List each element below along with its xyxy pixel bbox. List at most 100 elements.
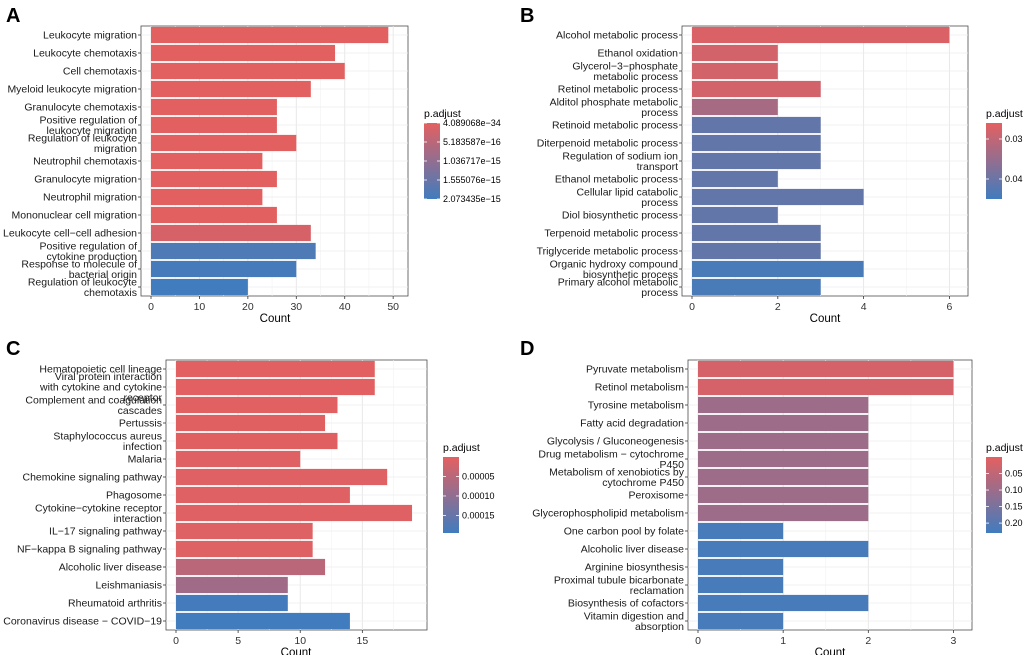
x-axis-title: Count bbox=[260, 313, 291, 325]
category-label: One carbon pool by folate bbox=[564, 526, 684, 538]
category-label: interaction bbox=[114, 513, 163, 525]
x-tick-label: 0 bbox=[173, 635, 179, 647]
x-axis-title: Count bbox=[281, 647, 312, 655]
bar bbox=[151, 152, 263, 170]
bar bbox=[151, 260, 297, 278]
category-label: Arginine biosynthesis bbox=[585, 562, 684, 574]
category-label: metabolic process bbox=[593, 71, 678, 83]
category-label: Regulation of leukocyte bbox=[28, 276, 137, 288]
category-label: with cytokine and cytokine bbox=[39, 382, 162, 394]
x-tick-label: 0 bbox=[689, 301, 695, 313]
bar bbox=[151, 278, 248, 296]
category-label: Regulation of sodium ion bbox=[562, 150, 678, 162]
category-label: Terpenoid metabolic process bbox=[544, 228, 678, 240]
category-label: Myeloid leukocyte migration bbox=[7, 84, 137, 96]
category-label: P450 bbox=[659, 459, 684, 471]
category-label: Phagosome bbox=[106, 490, 162, 502]
bar bbox=[176, 612, 350, 630]
x-tick-label: 2 bbox=[865, 635, 871, 647]
category-label: Diol biosynthetic process bbox=[562, 210, 678, 222]
bar bbox=[692, 80, 821, 98]
bar bbox=[176, 468, 388, 486]
panel-letter: D bbox=[520, 338, 534, 360]
category-label: chemotaxis bbox=[84, 287, 137, 299]
category-label: Drug metabolism − cytochrome bbox=[538, 448, 684, 460]
bar bbox=[692, 26, 950, 44]
category-label: Alcohol metabolic process bbox=[556, 30, 678, 42]
bar bbox=[176, 396, 338, 414]
category-label: Tyrosine metabolism bbox=[588, 400, 685, 412]
x-tick-label: 4 bbox=[861, 301, 867, 313]
bar bbox=[698, 576, 784, 594]
bar bbox=[698, 360, 954, 378]
bar bbox=[698, 504, 869, 522]
category-label: Triglyceride metabolic process bbox=[537, 246, 678, 258]
category-label: Leukocyte chemotaxis bbox=[33, 48, 137, 60]
bar bbox=[176, 522, 313, 540]
category-label: Chemokine signaling pathway bbox=[23, 472, 163, 484]
legend-label: 0.03 bbox=[1005, 134, 1023, 144]
bar bbox=[176, 576, 288, 594]
category-label: Retinol metabolic process bbox=[558, 84, 678, 96]
category-label: Peroxisome bbox=[629, 490, 685, 502]
bar bbox=[698, 378, 954, 396]
category-label: transport bbox=[637, 161, 679, 173]
x-tick-label: 10 bbox=[294, 635, 306, 647]
bar bbox=[698, 558, 784, 576]
bar bbox=[692, 170, 778, 188]
bar bbox=[692, 134, 821, 152]
category-label: Cellular lipid catabolic bbox=[576, 186, 678, 198]
x-tick-label: 1 bbox=[780, 635, 786, 647]
category-label: Alditol phosphate metabolic bbox=[550, 96, 678, 108]
bar bbox=[692, 278, 821, 296]
category-label: Positive regulation of bbox=[40, 114, 138, 126]
category-label: Pyruvate metabolism bbox=[586, 364, 684, 376]
bar bbox=[692, 242, 821, 260]
bar bbox=[151, 98, 277, 116]
category-label: NF−kappa B signaling pathway bbox=[17, 544, 163, 556]
category-label: Cytokine−cytokine receptor bbox=[35, 502, 162, 514]
panel-letter: C bbox=[6, 338, 20, 360]
category-label: bacterial origin bbox=[69, 269, 137, 281]
x-tick-label: 30 bbox=[290, 301, 302, 313]
category-label: IL−17 signaling pathway bbox=[49, 526, 163, 538]
category-label: process bbox=[641, 287, 678, 299]
category-label: Viral protein interaction bbox=[55, 371, 162, 383]
category-label: process bbox=[641, 197, 678, 209]
bar bbox=[692, 116, 821, 134]
category-label: receptor bbox=[123, 392, 162, 404]
x-tick-label: 3 bbox=[951, 635, 957, 647]
category-label: Retinoid metabolic process bbox=[552, 120, 678, 132]
bar bbox=[692, 44, 778, 62]
bar bbox=[698, 594, 869, 612]
bar bbox=[692, 188, 864, 206]
bar bbox=[151, 134, 297, 152]
category-label: cascades bbox=[118, 405, 162, 417]
category-label: absorption bbox=[635, 621, 684, 633]
category-label: Leishmaniasis bbox=[95, 580, 162, 592]
x-axis-title: Count bbox=[815, 647, 846, 655]
legend-colorbar bbox=[424, 123, 440, 199]
category-label: Diterpenoid metabolic process bbox=[537, 138, 678, 150]
category-label: Glycolysis / Gluconeogenesis bbox=[547, 436, 684, 448]
bar bbox=[151, 26, 389, 44]
category-label: Alcoholic liver disease bbox=[581, 544, 684, 556]
x-tick-label: 2 bbox=[775, 301, 781, 313]
category-label: Rheumatoid arthritis bbox=[68, 598, 162, 610]
bar bbox=[176, 540, 313, 558]
bar bbox=[151, 188, 263, 206]
bar bbox=[698, 432, 869, 450]
category-label: Granulocyte migration bbox=[34, 174, 137, 186]
x-tick-label: 50 bbox=[387, 301, 399, 313]
category-label: Metabolism of xenobiotics by bbox=[549, 466, 685, 478]
x-tick-label: 0 bbox=[148, 301, 154, 313]
panel-letter: A bbox=[6, 5, 20, 27]
category-label: cytokine production bbox=[47, 251, 138, 263]
bar bbox=[692, 224, 821, 242]
category-label: Staphylococcus aureus bbox=[53, 430, 162, 442]
bar bbox=[176, 450, 301, 468]
bar bbox=[692, 206, 778, 224]
